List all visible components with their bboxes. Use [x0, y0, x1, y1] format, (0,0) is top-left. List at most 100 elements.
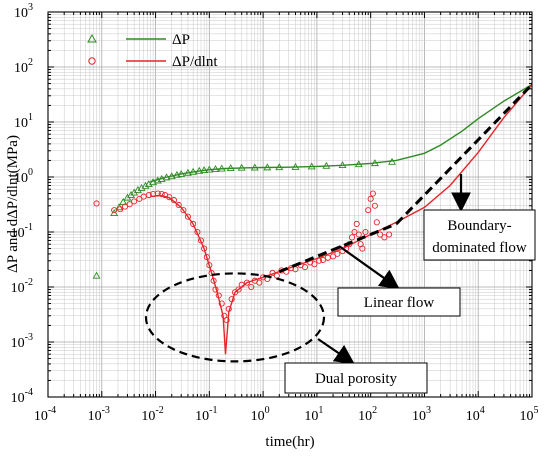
data-point-dpdlnt: [371, 202, 378, 209]
data-point-dpdlnt: [386, 231, 393, 238]
series-layer: [92, 83, 534, 363]
data-point-dpdlnt: [238, 281, 245, 288]
data-point-dpdlnt: [121, 203, 129, 210]
annotation-1: Boundary-dominated flow: [423, 174, 536, 261]
data-point-dp: [157, 174, 166, 182]
data-point-dpdlnt: [184, 213, 191, 220]
data-point-dp: [338, 161, 347, 169]
x-tick-label: 102: [358, 405, 377, 424]
data-point-dpdlnt: [223, 317, 230, 324]
data-point-dpdlnt: [248, 283, 255, 291]
data-point-dp: [205, 165, 214, 173]
data-point-dpdlnt: [158, 190, 165, 198]
x-tick-label: 103: [412, 405, 431, 424]
data-point-dpdlnt: [145, 191, 152, 199]
data-point-dp: [141, 181, 150, 189]
data-point-dp: [137, 183, 146, 191]
data-point-dp: [275, 163, 284, 171]
data-point-dpdlnt: [93, 200, 100, 207]
data-point-dpdlnt: [218, 300, 225, 307]
annotation-text: Boundary-: [447, 218, 511, 234]
data-point-dpdlnt: [287, 265, 295, 272]
data-point-dpdlnt: [117, 206, 124, 213]
data-point-dp: [354, 160, 363, 168]
data-point-dpdlnt: [131, 198, 138, 205]
annotation-text: Linear flow: [364, 295, 435, 311]
data-point-dpdlnt: [215, 292, 222, 299]
model-line-dp: [150, 83, 533, 183]
annotation-text: dominated flow: [432, 240, 527, 256]
series-dpdlnt: [93, 84, 533, 355]
data-point-dpdlnt: [359, 245, 366, 252]
data-point-dp: [133, 185, 142, 193]
data-point-dpdlnt: [256, 279, 263, 286]
legend-item: ΔP: [87, 32, 190, 48]
data-point-dp: [200, 166, 209, 174]
y-tick-labels: 10-4 10-3 10-2 10-1 100 101 102 103: [11, 2, 33, 406]
legend-label: ΔP: [172, 32, 190, 48]
legend-marker-circle: [88, 57, 96, 65]
legend: ΔP ΔP/dlnt: [87, 32, 218, 70]
data-point-dpdlnt: [311, 261, 318, 268]
legend-item: ΔP/dlnt: [88, 54, 218, 70]
x-tick-label: 104: [466, 405, 485, 424]
data-point-dpdlnt: [316, 257, 323, 264]
data-point-dpdlnt: [166, 194, 173, 201]
data-point-dpdlnt: [324, 254, 331, 261]
y-tick-label: 103: [14, 2, 33, 21]
data-point-dpdlnt: [243, 279, 250, 286]
data-point-dpdlnt: [194, 228, 201, 236]
grid: [47, 11, 533, 398]
y-tick-label: 102: [14, 57, 33, 76]
data-point-dpdlnt: [154, 190, 161, 197]
data-point-dpdlnt: [301, 264, 309, 271]
data-point-dpdlnt: [206, 262, 213, 269]
data-point-dpdlnt: [362, 228, 369, 236]
data-point-dp: [388, 157, 397, 165]
data-point-dp: [110, 209, 119, 217]
y-tick-label: 10-1: [11, 222, 33, 241]
annotation-arrow: [317, 338, 355, 365]
data-point-dp: [307, 162, 316, 170]
x-tick-labels: 10-4 10-3 10-2 10-1 100 101 102 103 104 105: [34, 405, 539, 424]
data-point-dpdlnt: [235, 286, 242, 293]
data-point-dpdlnt: [126, 201, 133, 208]
data-point-dpdlnt: [210, 277, 217, 284]
annotation-box: [284, 362, 428, 394]
series-dp: [92, 83, 533, 279]
data-point-dpdlnt: [201, 245, 208, 252]
data-point-dpdlnt: [355, 231, 362, 238]
annotation-box: [337, 287, 461, 317]
data-point-dpdlnt: [212, 286, 219, 293]
x-tick-label: 105: [520, 405, 539, 424]
data-point-dpdlnt: [353, 220, 360, 228]
data-point-dp: [226, 164, 235, 171]
annotations: Boundary-dominated flow Linear flow Dual p…: [284, 174, 536, 394]
data-point-dp: [237, 163, 246, 171]
data-point-dpdlnt: [111, 207, 118, 214]
y-tick-label: 100: [14, 167, 33, 186]
data-point-dp: [189, 167, 198, 175]
data-point-dpdlnt: [190, 220, 197, 228]
dual-porosity-ellipse: [144, 272, 326, 363]
data-point-dpdlnt: [225, 305, 232, 312]
data-point-dp: [211, 165, 220, 172]
x-tick-label: 10-1: [195, 405, 217, 424]
data-point-dpdlnt: [365, 207, 372, 214]
y-tick-label: 101: [14, 112, 33, 131]
data-point-dp: [92, 271, 101, 279]
data-point-dp: [195, 166, 204, 174]
x-tick-label: 101: [304, 405, 323, 424]
data-point-dpdlnt: [203, 254, 210, 261]
x-tick-label: 10-3: [88, 405, 110, 424]
data-point-dpdlnt: [373, 219, 380, 226]
data-point-dpdlnt: [273, 272, 280, 279]
data-point-dpdlnt: [228, 296, 235, 303]
x-tick-label: 100: [251, 405, 270, 424]
data-point-dpdlnt: [197, 237, 205, 244]
data-point-dpdlnt: [208, 269, 215, 277]
data-point-dpdlnt: [175, 201, 182, 209]
annotation-3: Dual porosity: [284, 338, 428, 394]
data-point-dpdlnt: [269, 269, 276, 277]
